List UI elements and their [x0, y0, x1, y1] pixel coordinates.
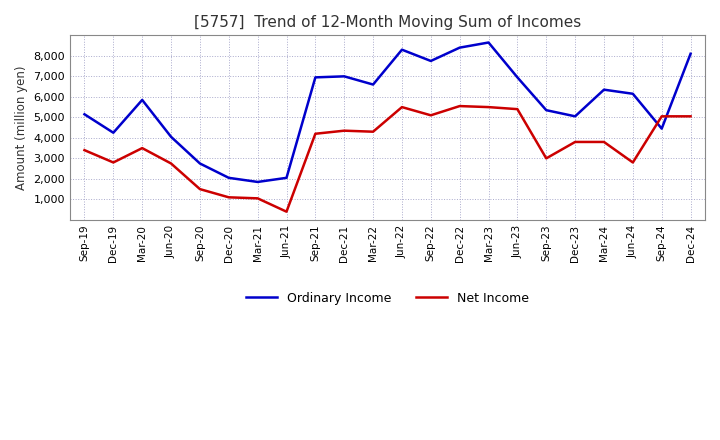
Net Income: [397, 104, 406, 110]
Ordinary Income: [513, 75, 522, 80]
Ordinary Income: [600, 87, 608, 92]
Ordinary Income: [542, 107, 551, 113]
Ordinary Income: [571, 114, 580, 119]
Ordinary Income: [629, 91, 637, 96]
Net Income: [485, 104, 493, 110]
Ordinary Income: [657, 126, 666, 131]
Net Income: [311, 131, 320, 136]
Net Income: [80, 147, 89, 153]
Ordinary Income: [340, 74, 348, 79]
Ordinary Income: [253, 180, 262, 185]
Net Income: [253, 196, 262, 201]
Ordinary Income: [138, 97, 146, 103]
Net Income: [225, 194, 233, 200]
Ordinary Income: [225, 175, 233, 180]
Net Income: [657, 114, 666, 119]
Ordinary Income: [80, 112, 89, 117]
Ordinary Income: [485, 40, 493, 45]
Ordinary Income: [686, 51, 695, 56]
Line: Net Income: Net Income: [84, 106, 690, 212]
Ordinary Income: [455, 45, 464, 50]
Net Income: [340, 128, 348, 133]
Net Income: [167, 161, 176, 166]
Ordinary Income: [167, 134, 176, 139]
Ordinary Income: [196, 161, 204, 166]
Net Income: [513, 106, 522, 112]
Ordinary Income: [397, 47, 406, 52]
Legend: Ordinary Income, Net Income: Ordinary Income, Net Income: [240, 286, 534, 310]
Net Income: [542, 156, 551, 161]
Y-axis label: Amount (million yen): Amount (million yen): [15, 66, 28, 190]
Ordinary Income: [311, 75, 320, 80]
Net Income: [600, 139, 608, 145]
Ordinary Income: [426, 59, 435, 64]
Net Income: [196, 187, 204, 192]
Ordinary Income: [109, 130, 117, 136]
Net Income: [629, 160, 637, 165]
Net Income: [109, 160, 117, 165]
Net Income: [686, 114, 695, 119]
Net Income: [426, 113, 435, 118]
Ordinary Income: [282, 175, 291, 180]
Title: [5757]  Trend of 12-Month Moving Sum of Incomes: [5757] Trend of 12-Month Moving Sum of I…: [194, 15, 581, 30]
Net Income: [571, 139, 580, 145]
Net Income: [138, 146, 146, 151]
Ordinary Income: [369, 82, 377, 87]
Line: Ordinary Income: Ordinary Income: [84, 43, 690, 182]
Net Income: [369, 129, 377, 134]
Net Income: [282, 209, 291, 214]
Net Income: [455, 103, 464, 109]
